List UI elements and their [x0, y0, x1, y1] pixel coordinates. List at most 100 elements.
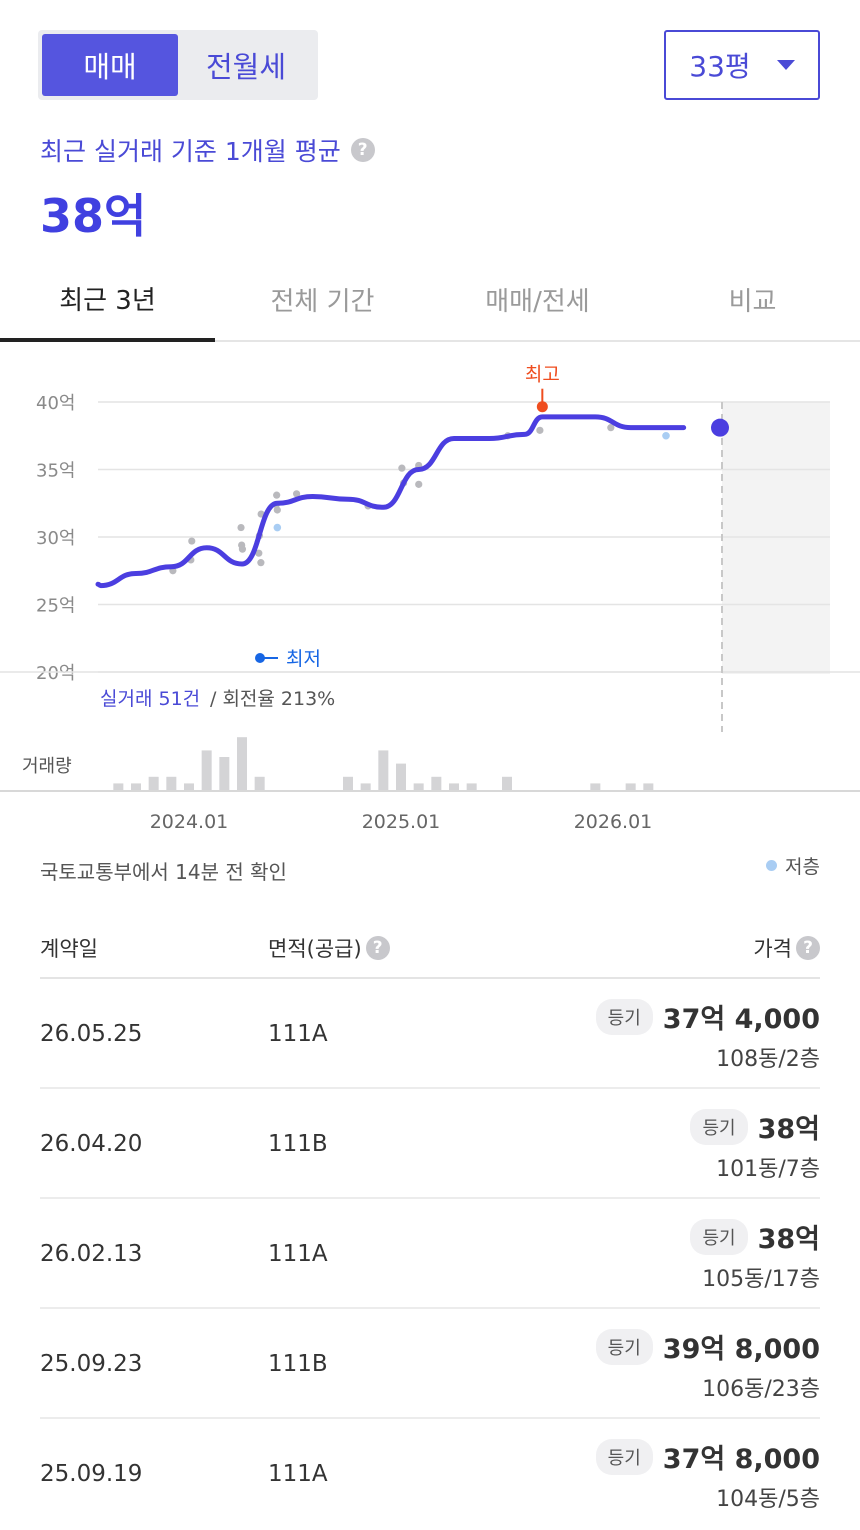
sale-tab-button[interactable]: 매매 — [42, 34, 178, 96]
help-icon[interactable]: ? — [351, 138, 375, 162]
row-area: 111B — [268, 1351, 328, 1377]
table-row[interactable]: 26.04.20 111B 등기 38억 101동/7층 — [40, 1089, 820, 1199]
row-price: 39억 8,000 — [663, 1327, 820, 1366]
rent-tab-button[interactable]: 전월세 — [178, 34, 314, 96]
registered-badge: 등기 — [690, 1219, 747, 1255]
tab-compare[interactable]: 비교 — [645, 258, 860, 340]
row-price-group: 등기 37억 4,000 — [596, 997, 820, 1036]
volume-bar — [626, 783, 636, 790]
volume-bar — [184, 783, 194, 790]
row-area: 111A — [268, 1241, 328, 1267]
row-unit: 105동/17층 — [702, 1261, 820, 1293]
y-tick-label: 35억 — [36, 461, 75, 482]
price-help-icon[interactable]: ? — [796, 936, 820, 960]
table-row[interactable]: 26.02.13 111A 등기 38억 105동/17층 — [40, 1199, 820, 1309]
row-unit: 108동/2층 — [716, 1041, 820, 1073]
volume-bar — [378, 750, 388, 790]
low-marker-dot — [255, 653, 265, 663]
transaction-list: 26.05.25 111A 등기 37억 4,000 108동/2층 26.04.… — [40, 979, 820, 1529]
registered-badge: 등기 — [596, 1439, 653, 1475]
transaction-dot — [536, 427, 543, 434]
volume-bar — [643, 783, 653, 790]
average-label: 최근 실거래 기준 1개월 평균 ? — [40, 132, 375, 168]
header-area: 면적(공급)? — [268, 933, 390, 963]
table-row[interactable]: 25.09.19 111A 등기 37억 8,000 104동/5층 — [40, 1419, 820, 1529]
row-date: 26.05.25 — [40, 1021, 142, 1047]
transaction-dot — [273, 492, 280, 499]
row-area: 111A — [268, 1021, 328, 1047]
volume-bar — [113, 783, 123, 790]
row-date: 26.04.20 — [40, 1131, 142, 1157]
row-date: 26.02.13 — [40, 1241, 142, 1267]
high-marker-dot — [537, 401, 548, 412]
trade-type-toggle: 매매 전월세 — [38, 30, 318, 100]
low-floor-dot-icon — [766, 860, 777, 871]
low-floor-dot — [662, 432, 670, 440]
row-price: 38억 — [758, 1217, 820, 1256]
volume-bar — [149, 777, 159, 790]
registered-badge: 등기 — [596, 999, 653, 1035]
registered-badge: 등기 — [596, 1329, 653, 1365]
header-price: 가격? — [753, 933, 820, 963]
y-tick-label: 30억 — [36, 528, 75, 549]
header-date: 계약일 — [40, 933, 98, 963]
row-price-group: 등기 37억 8,000 — [596, 1437, 820, 1476]
legend-low-floor-label: 저층 — [785, 852, 820, 879]
transaction-dot — [188, 537, 195, 544]
period-tabs: 최근 3년 전체 기간 매매/전세 비교 — [0, 258, 860, 342]
volume-bar — [202, 750, 212, 790]
legend-low-floor: 저층 — [766, 852, 820, 879]
row-price: 37억 8,000 — [663, 1437, 820, 1476]
y-tick-label: 20억 — [36, 663, 75, 684]
volume-bar — [219, 757, 229, 790]
x-tick-label: 2024.01 — [150, 811, 229, 833]
transaction-dot — [415, 481, 422, 488]
average-price: 38억 — [40, 180, 146, 246]
price-line — [98, 417, 684, 586]
volume-bar — [414, 783, 424, 790]
volume-bar — [502, 777, 512, 790]
volume-bar — [343, 777, 353, 790]
y-tick-label: 40억 — [36, 393, 75, 414]
row-date: 25.09.19 — [40, 1461, 142, 1487]
volume-bar — [255, 777, 265, 790]
volume-bar — [166, 777, 176, 790]
turnover-rate: / 회전율 213% — [210, 688, 335, 710]
row-area: 111B — [268, 1131, 328, 1157]
x-tick-label: 2025.01 — [362, 811, 441, 833]
transaction-dot — [237, 524, 244, 531]
volume-bar — [237, 737, 247, 790]
price-chart[interactable]: 40억 35억 30억 25억 20억 거래량 2024.01 2025.01 2026.01… — [0, 342, 860, 842]
area-help-icon[interactable]: ? — [366, 936, 390, 960]
size-select-value: 33평 — [689, 45, 750, 85]
transaction-dot — [239, 546, 246, 553]
tab-sale-jeonse[interactable]: 매매/전세 — [430, 258, 645, 340]
row-unit: 104동/5층 — [716, 1481, 820, 1513]
table-row[interactable]: 25.09.23 111B 등기 39억 8,000 106동/23층 — [40, 1309, 820, 1419]
header-price-label: 가격 — [753, 933, 792, 963]
high-label: 최고 — [525, 364, 560, 386]
row-area: 111A — [268, 1461, 328, 1487]
row-price-group: 등기 38억 — [690, 1107, 820, 1146]
volume-bar — [361, 783, 371, 790]
current-price-point — [711, 419, 729, 437]
row-unit: 106동/23층 — [702, 1371, 820, 1403]
tab-recent-3y[interactable]: 최근 3년 — [0, 258, 215, 342]
size-select[interactable]: 33평 — [664, 30, 820, 100]
table-row[interactable]: 26.05.25 111A 등기 37억 4,000 108동/2층 — [40, 979, 820, 1089]
registered-badge: 등기 — [690, 1109, 747, 1145]
low-label: 최저 — [286, 648, 321, 670]
table-header: 계약일 면적(공급)? 가격? — [40, 915, 820, 979]
volume-label: 거래량 — [22, 756, 72, 777]
tab-all-period[interactable]: 전체 기간 — [215, 258, 430, 340]
y-tick-label: 25억 — [36, 596, 75, 617]
row-price: 38억 — [758, 1107, 820, 1146]
volume-bar — [131, 783, 141, 790]
header-area-label: 면적(공급) — [268, 933, 362, 963]
average-label-text: 최근 실거래 기준 1개월 평균 — [40, 132, 341, 168]
transaction-count: 실거래 51건 — [100, 688, 200, 710]
row-price-group: 등기 39억 8,000 — [596, 1327, 820, 1366]
low-floor-dot — [274, 524, 282, 532]
volume-bar — [396, 764, 406, 790]
transaction-dot — [257, 559, 264, 566]
